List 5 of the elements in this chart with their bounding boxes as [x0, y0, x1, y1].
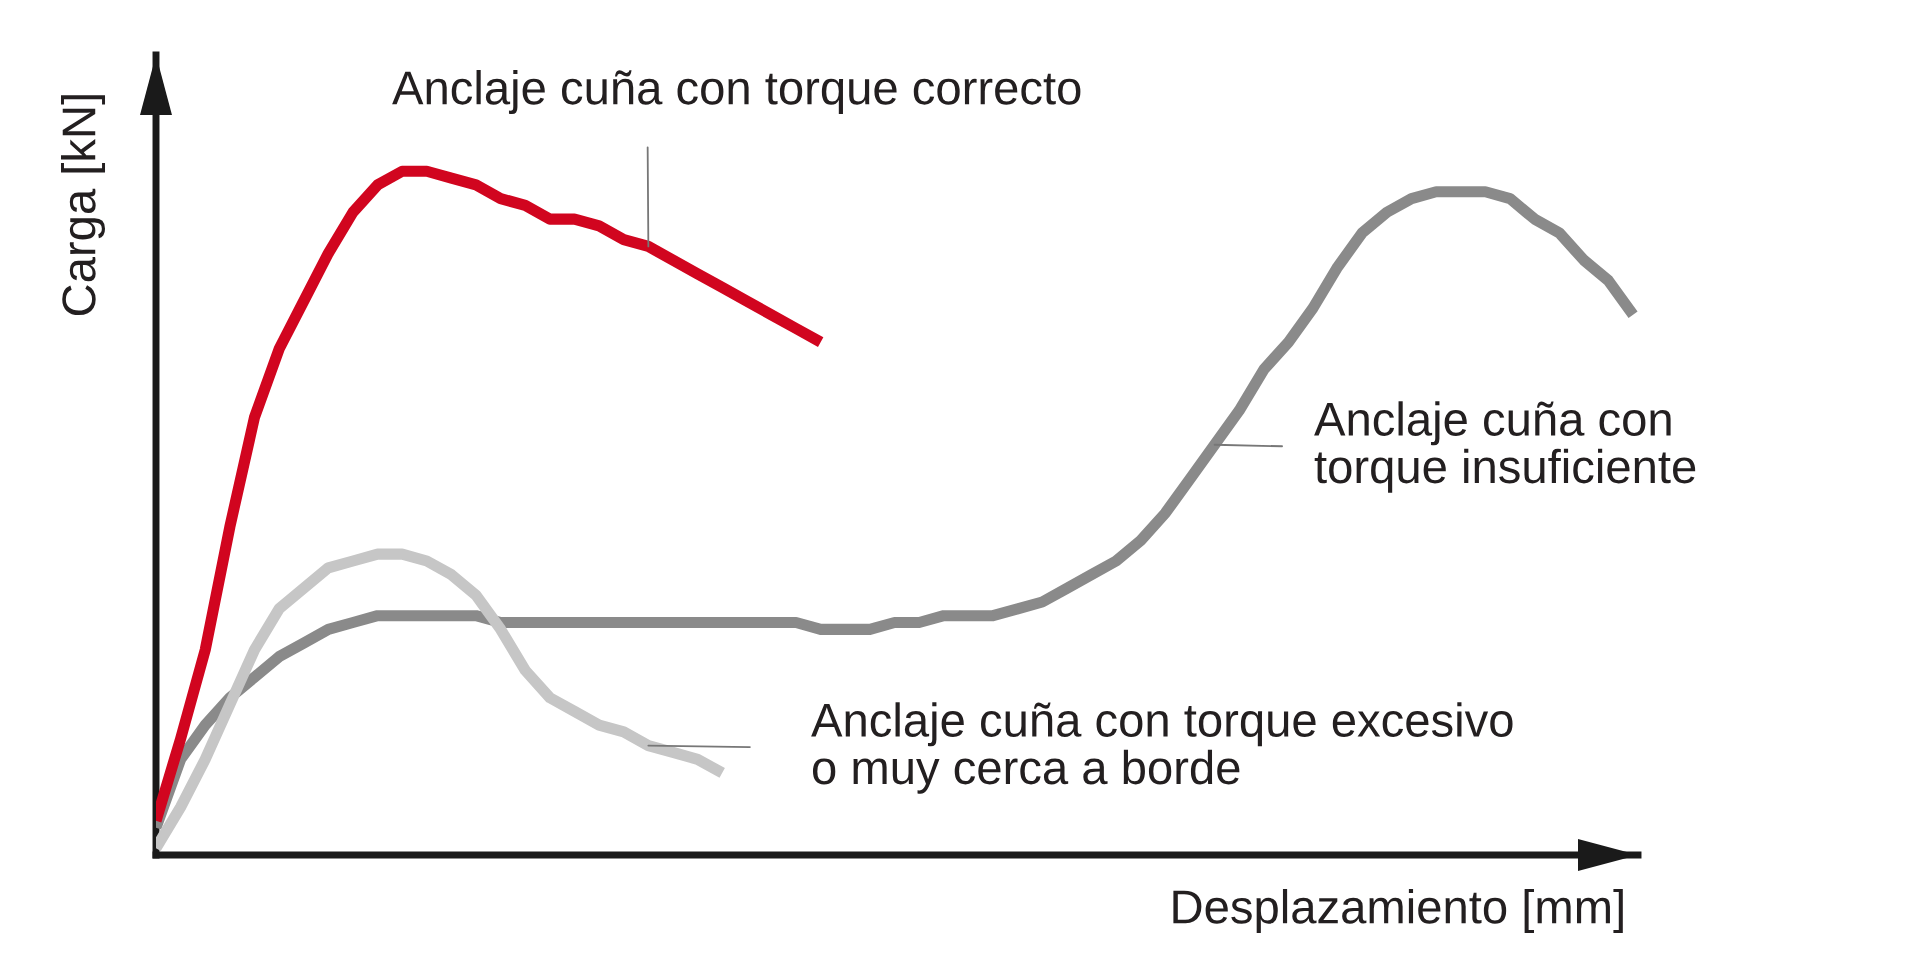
series-label: Anclaje cuña con torque correcto [392, 69, 1081, 115]
y-axis-title: Carga [kN] [61, 95, 106, 316]
x-axis-title: Desplazamiento [mm] [1173, 889, 1623, 934]
series-label: Anclaje cuña con torque excesivo o muy cerca a borde [811, 702, 1513, 794]
series-label: Anclaje cuña con torque insuficiente [1314, 401, 1696, 493]
